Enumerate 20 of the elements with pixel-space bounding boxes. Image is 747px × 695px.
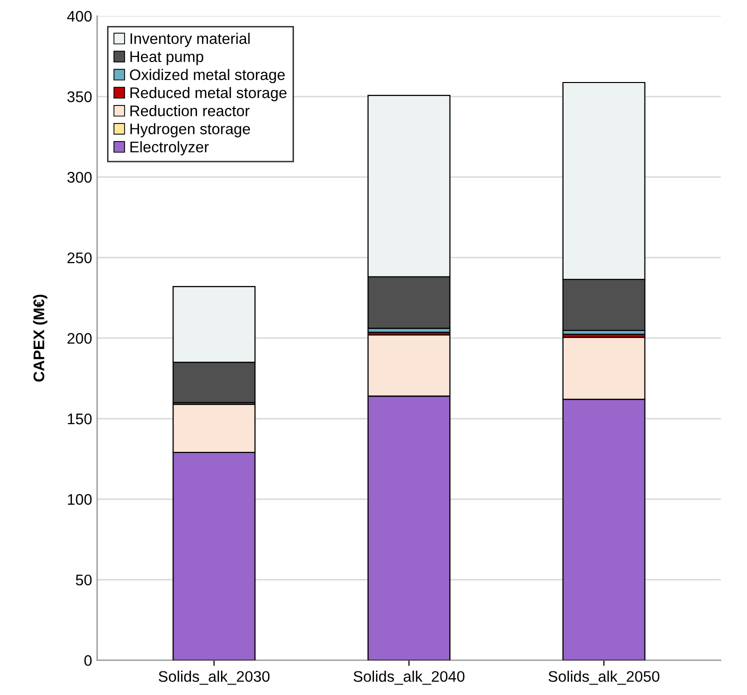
x-tick-label: Solids_alk_2040 xyxy=(354,670,464,685)
y-tick-label: 400 xyxy=(67,10,92,22)
legend-label: Reduction reactor xyxy=(130,105,250,116)
x-tick-label: Solids_alk_2050 xyxy=(548,670,660,685)
legend-label: Reduced metal storage xyxy=(130,86,286,102)
legend-label: Heat pump xyxy=(130,51,204,66)
x-tick-label: Solids_alk_2030 xyxy=(158,670,270,685)
y-axis-title: CAPEX (M€) xyxy=(33,294,48,382)
y-tick-label: 200 xyxy=(68,332,92,344)
y-tick-label: 100 xyxy=(68,494,92,505)
y-tick-label: 50 xyxy=(76,574,92,586)
y-tick-label: 300 xyxy=(67,172,92,183)
legend-label: Electrolyzer xyxy=(130,141,209,156)
legend-label: Inventory material xyxy=(130,32,250,48)
y-tick-label: 150 xyxy=(68,414,92,424)
legend-label: Oxidized metal storage xyxy=(130,68,285,84)
legend-label: Hydrogen storage xyxy=(130,123,250,138)
y-tick-label: 350 xyxy=(67,91,92,102)
y-tick-label: 0 xyxy=(84,655,92,666)
y-tick-label: 250 xyxy=(68,252,92,264)
